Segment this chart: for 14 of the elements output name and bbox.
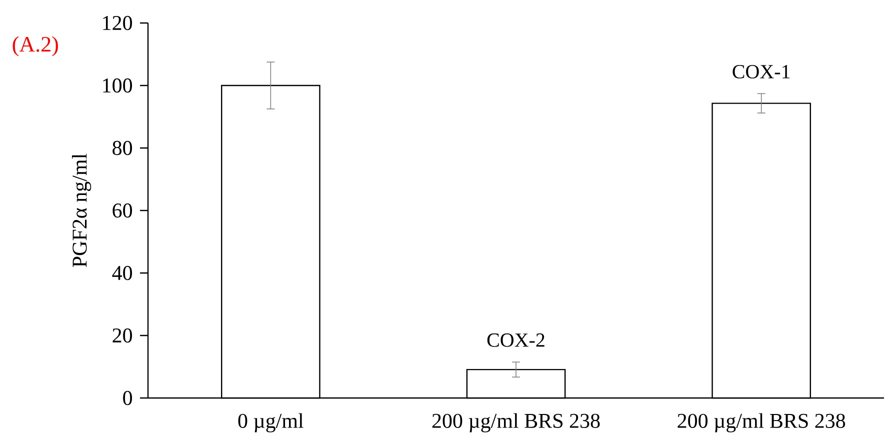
x-tick-label: 200 µg/ml BRS 238 <box>432 413 600 432</box>
y-tick-label: 40 <box>112 266 132 280</box>
annotation: COX-2 <box>487 333 544 347</box>
y-tick-label: 20 <box>112 328 132 343</box>
y-axis-title: PGF2α ng/ml <box>72 154 92 268</box>
y-tick-label: 60 <box>112 203 132 218</box>
x-tick-label: 200 µg/ml BRS 238 <box>678 413 846 432</box>
y-tick-label: 80 <box>112 140 132 156</box>
text: (A.2) <box>12 36 58 56</box>
y-tick-label: 0 <box>123 390 132 406</box>
annotation: COX-1 <box>732 64 790 78</box>
y-tick-label: 120 <box>103 16 132 30</box>
y-tick-label: 100 <box>103 78 132 93</box>
x-tick-label: 0 µg/ml <box>238 413 304 432</box>
